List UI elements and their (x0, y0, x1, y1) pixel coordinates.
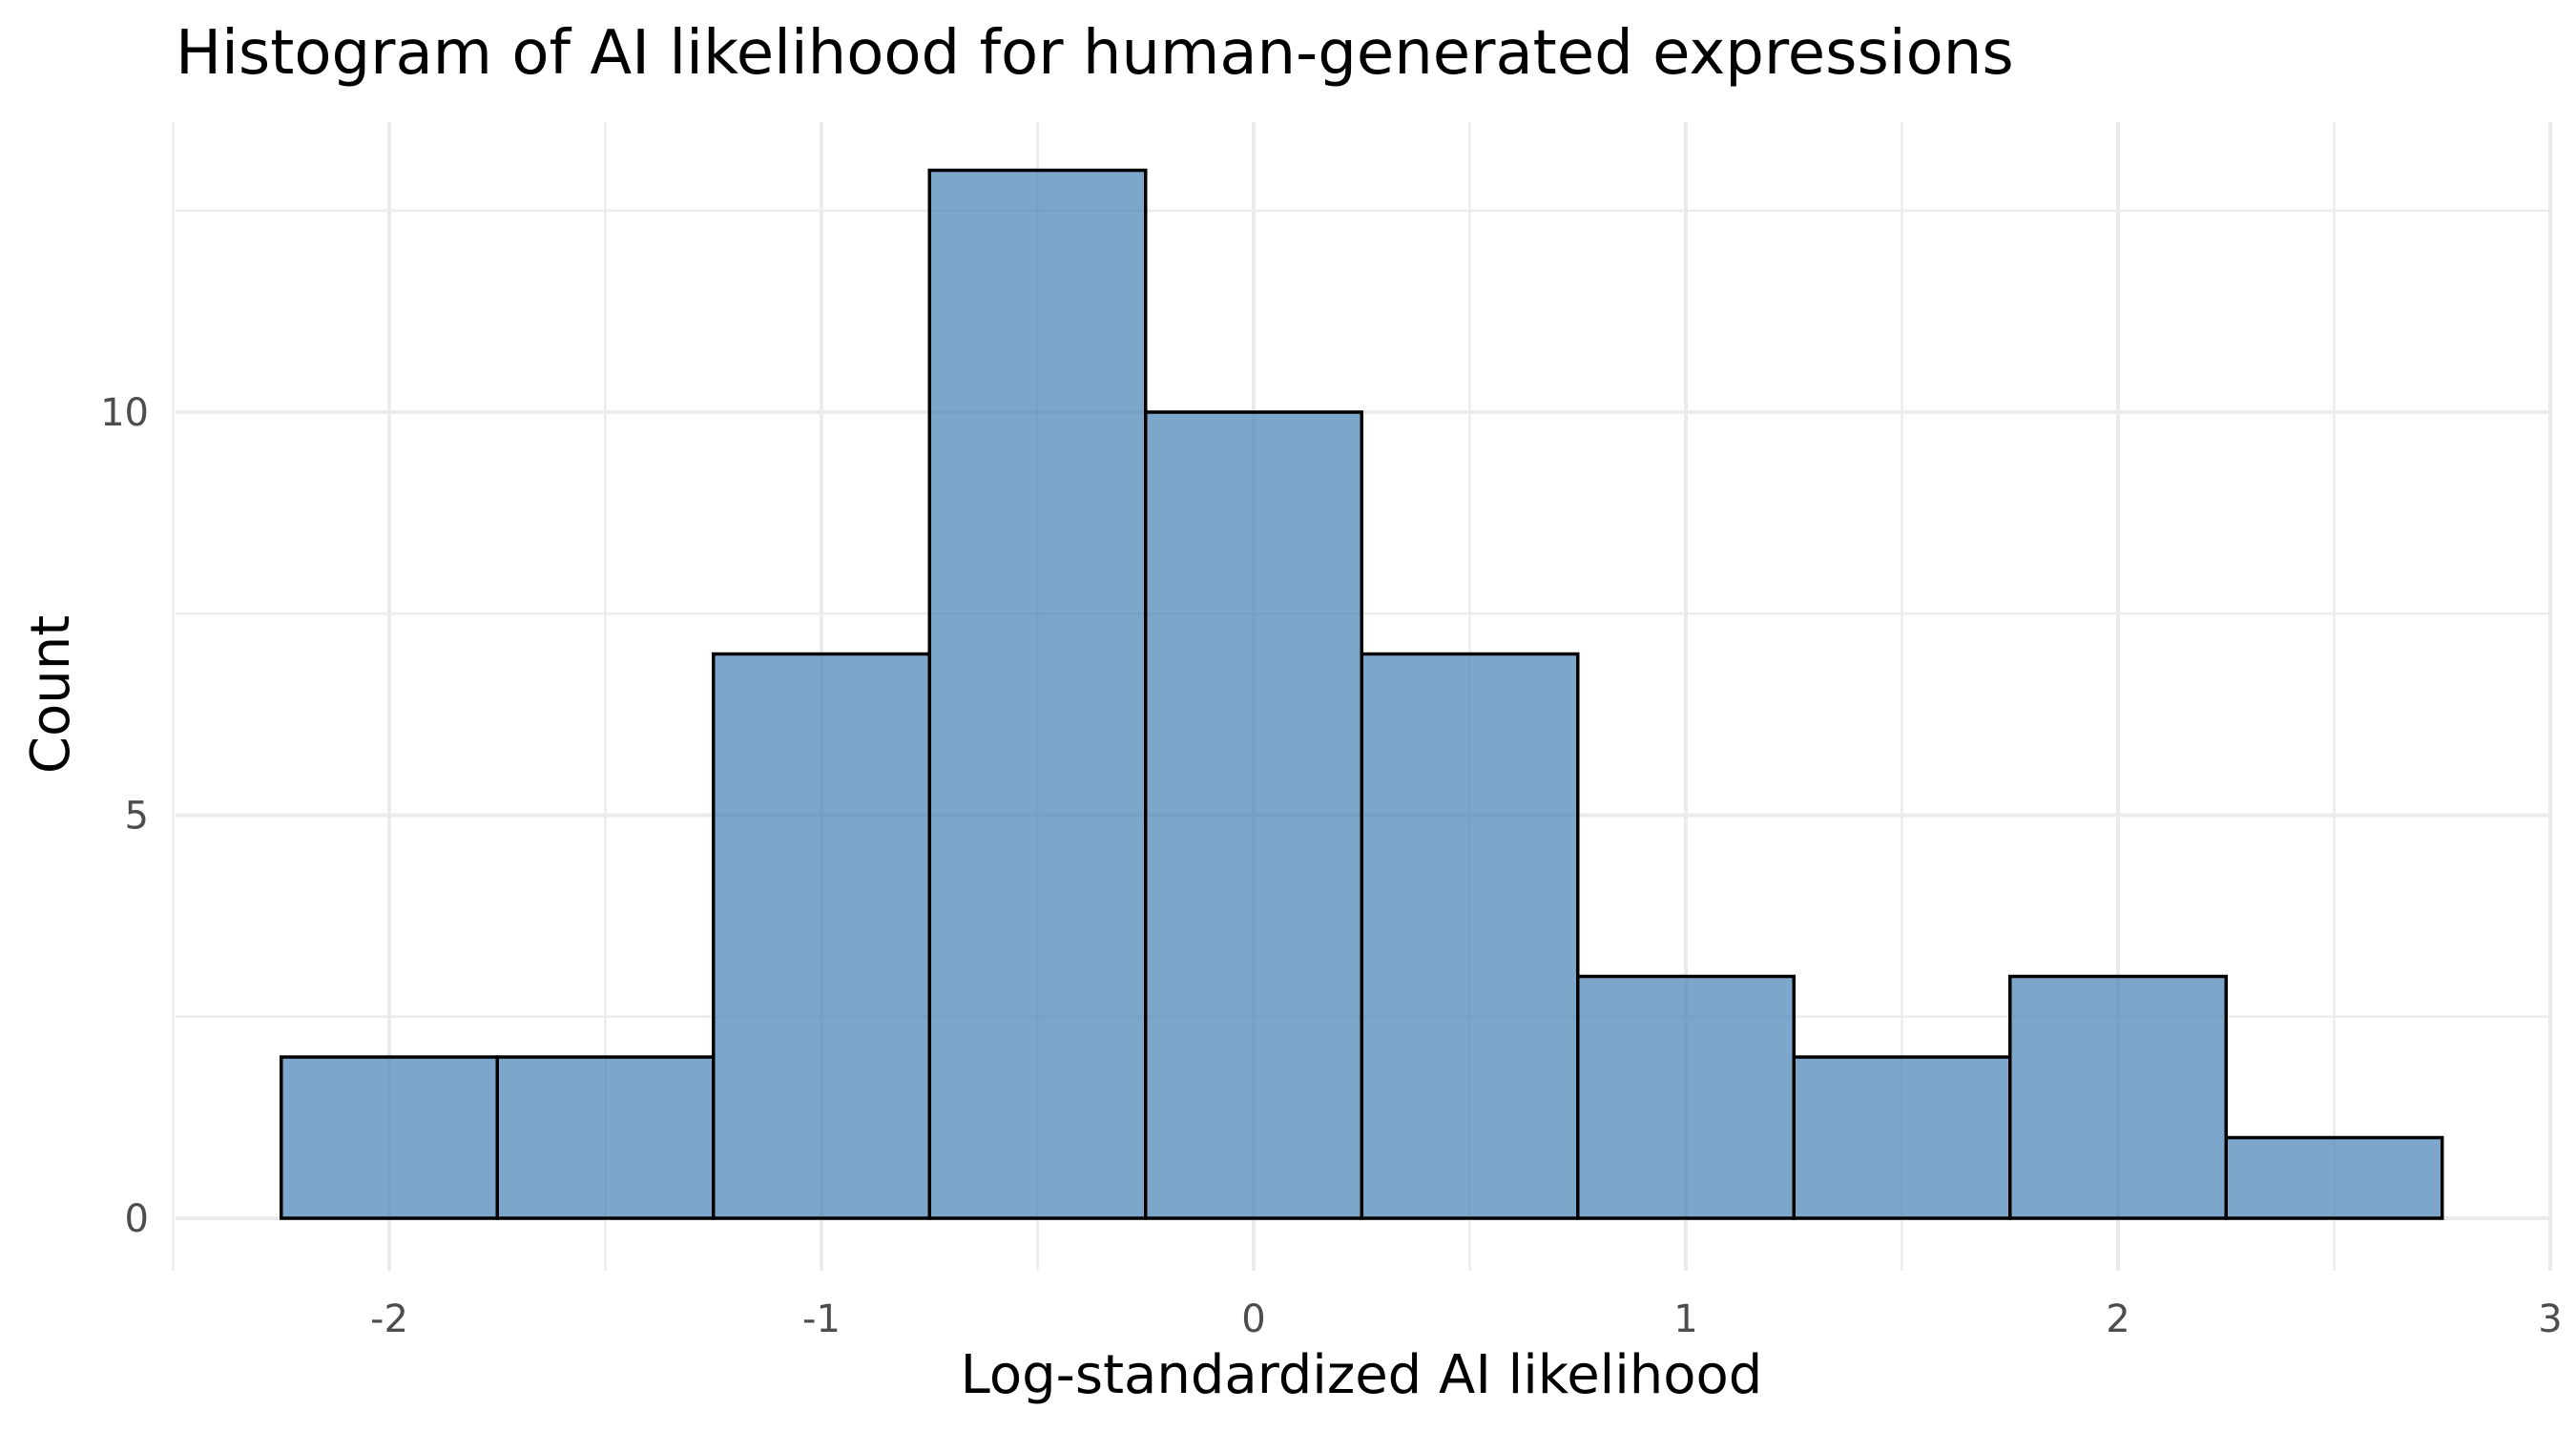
chart-title: Histogram of AI likelihood for human-gen… (176, 18, 2014, 89)
x-axis-ticks: -2 -1 0 1 2 3 (370, 1297, 2563, 1341)
histogram-bar (712, 652, 931, 1220)
y-tick-label: 10 (100, 391, 149, 435)
histogram-bar (280, 1055, 499, 1220)
histogram-bars (280, 168, 2444, 1220)
histogram-bar (495, 1055, 716, 1220)
histogram-bar (1144, 410, 1363, 1220)
histogram-bar (1360, 652, 1580, 1220)
histogram-bar (927, 168, 1148, 1220)
x-tick-label: 2 (2106, 1297, 2129, 1341)
histogram-bar (2224, 1135, 2444, 1220)
y-axis-label: Count (20, 615, 82, 774)
histogram-bar (2008, 974, 2228, 1220)
y-tick-label: 0 (125, 1197, 149, 1241)
x-tick-label: 3 (2538, 1297, 2562, 1341)
x-tick-label: 1 (1673, 1297, 1697, 1341)
x-tick-label: -2 (370, 1297, 408, 1341)
x-axis-label: Log-standardized AI likelihood (961, 1344, 1763, 1406)
y-axis-ticks: 0 5 10 (100, 391, 149, 1241)
histogram-bar (1792, 1055, 2012, 1220)
y-tick-label: 5 (125, 795, 149, 839)
histogram-bar (1576, 974, 1796, 1220)
x-tick-label: 0 (1241, 1297, 1265, 1341)
x-tick-label: -1 (802, 1297, 841, 1341)
